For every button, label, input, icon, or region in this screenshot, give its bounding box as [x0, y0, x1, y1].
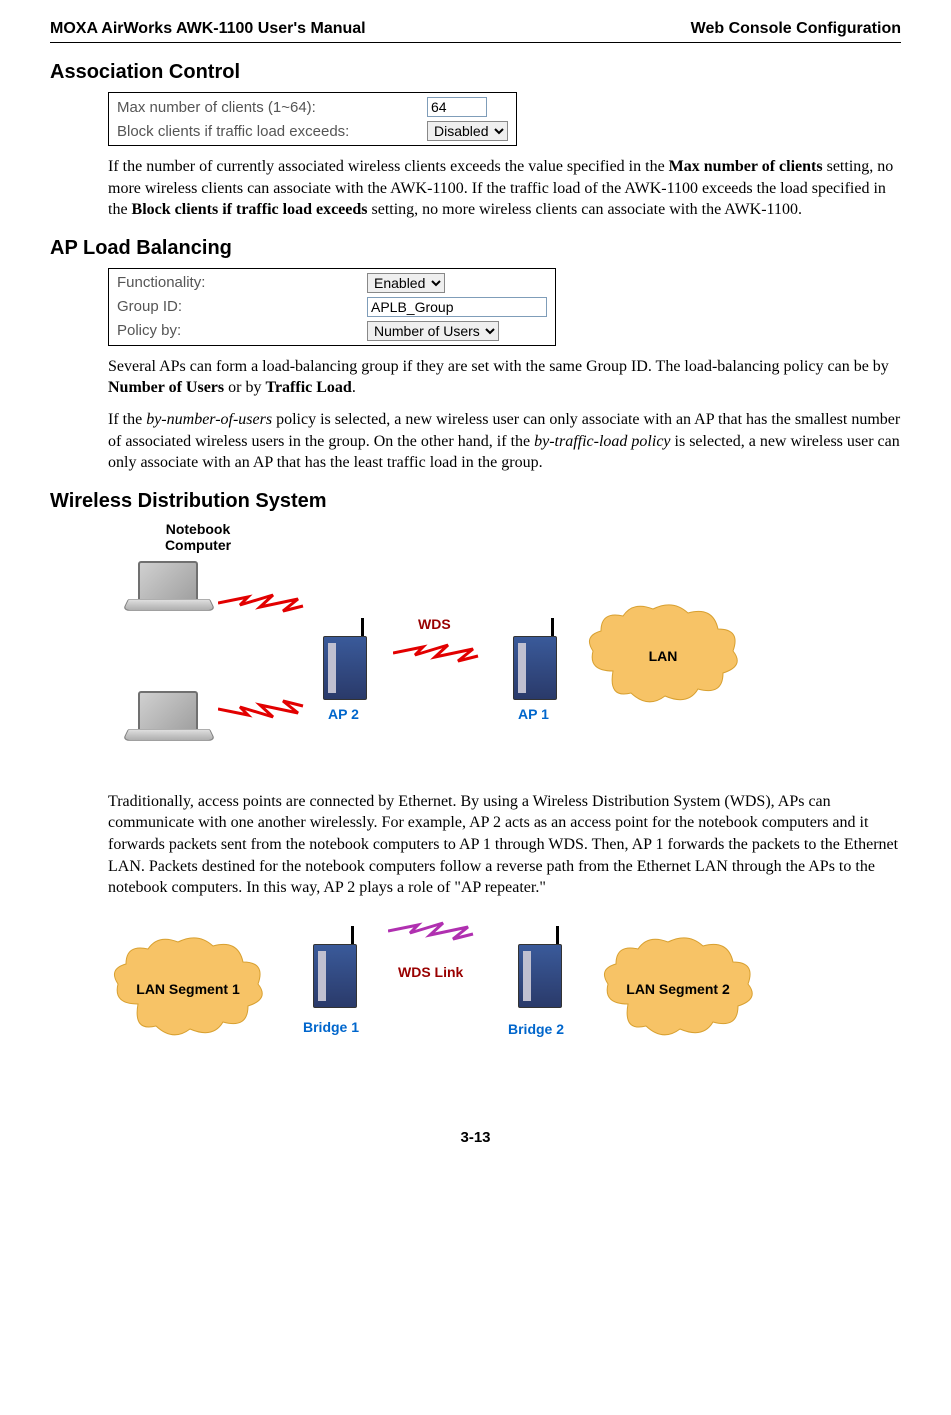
page-header: MOXA AirWorks AWK-1100 User's Manual Web…	[50, 20, 901, 43]
wds-label: WDS	[418, 616, 451, 632]
policy-select[interactable]: Number of Users	[367, 321, 499, 341]
notebook-icon-1	[128, 561, 213, 621]
notebook-label: Notebook Computer	[153, 521, 243, 553]
bridge2-label: Bridge 2	[508, 1021, 564, 1037]
ap2-device-icon	[323, 636, 369, 706]
wdslink-label: WDS Link	[398, 964, 463, 980]
header-right: Web Console Configuration	[691, 20, 901, 38]
max-clients-input[interactable]	[427, 97, 487, 117]
association-form-box: Max number of clients (1~64): Block clie…	[108, 92, 517, 146]
wave-icon-1	[218, 591, 308, 621]
functionality-row: Functionality: Enabled	[111, 271, 553, 295]
policy-row: Policy by: Number of Users	[111, 319, 553, 343]
lan1-cloud: LAN Segment 1	[108, 934, 268, 1044]
ap1-device-icon	[513, 636, 559, 706]
groupid-input[interactable]	[367, 297, 547, 317]
lan1-cloud-label: LAN Segment 1	[108, 981, 268, 997]
loadbalancing-content: Functionality: Enabled Group ID: Policy …	[108, 268, 901, 474]
bridge1-device-icon	[313, 944, 359, 1014]
section-title-wds: Wireless Distribution System	[50, 490, 901, 513]
wave-icon-2	[218, 691, 308, 721]
groupid-label: Group ID:	[117, 298, 367, 315]
wave-icon-3	[393, 641, 483, 671]
section-title-loadbalancing: AP Load Balancing	[50, 237, 901, 260]
page-number: 3-13	[50, 1129, 901, 1146]
loadbalancing-paragraph1: Several APs can form a load-balancing gr…	[108, 356, 901, 399]
functionality-select[interactable]: Enabled	[367, 273, 445, 293]
max-clients-label: Max number of clients (1~64):	[117, 99, 427, 116]
bridge2-device-icon	[518, 944, 564, 1014]
loadbalancing-form-box: Functionality: Enabled Group ID: Policy …	[108, 268, 556, 346]
wds-diagram-2: LAN Segment 1 Bridge 1 WDS Link Bridge 2…	[108, 909, 901, 1079]
wds-paragraph: Traditionally, access points are connect…	[108, 791, 901, 899]
wave-icon-4	[388, 919, 478, 949]
association-content: Max number of clients (1~64): Block clie…	[108, 92, 901, 221]
block-clients-select[interactable]: Disabled	[427, 121, 508, 141]
groupid-row: Group ID:	[111, 295, 553, 319]
association-paragraph: If the number of currently associated wi…	[108, 156, 901, 221]
loadbalancing-paragraph2: If the by-number-of-users policy is sele…	[108, 409, 901, 474]
policy-label: Policy by:	[117, 322, 367, 339]
max-clients-row: Max number of clients (1~64):	[111, 95, 514, 119]
block-clients-label: Block clients if traffic load exceeds:	[117, 123, 427, 140]
lan2-cloud-label: LAN Segment 2	[598, 981, 758, 997]
header-left: MOXA AirWorks AWK-1100 User's Manual	[50, 20, 366, 38]
notebook-icon-2	[128, 691, 213, 751]
section-title-association: Association Control	[50, 61, 901, 84]
lan2-cloud: LAN Segment 2	[598, 934, 758, 1044]
functionality-label: Functionality:	[117, 274, 367, 291]
wds-diagram-1: Notebook Computer AP 2 WDS AP 1 LAN	[108, 521, 901, 781]
lan-cloud-label: LAN	[583, 648, 743, 664]
wds-content: Notebook Computer AP 2 WDS AP 1 LAN	[108, 521, 901, 1079]
block-clients-row: Block clients if traffic load exceeds: D…	[111, 119, 514, 143]
ap1-label: AP 1	[518, 706, 549, 722]
lan-cloud: LAN	[583, 601, 743, 711]
ap2-label: AP 2	[328, 706, 359, 722]
bridge1-label: Bridge 1	[303, 1019, 359, 1035]
